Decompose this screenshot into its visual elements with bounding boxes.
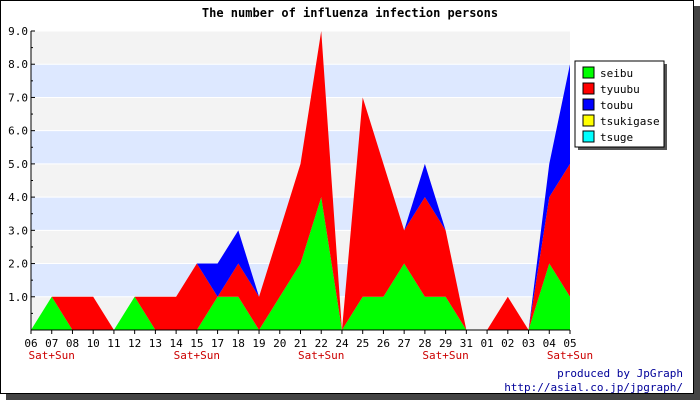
series-area-seibu (31, 197, 570, 330)
x-tick-label: 05 (563, 337, 576, 350)
y-tick-label: 2.0 (8, 258, 28, 271)
x-tick-label: 10 (87, 337, 100, 350)
x-tick-label: 03 (522, 337, 535, 350)
shadow-right (694, 6, 700, 400)
y-tick-label: 4.0 (8, 191, 28, 204)
chart-frame: The number of influenza infection person… (0, 0, 694, 394)
x-tick-label: 25 (356, 337, 369, 350)
x-tick-label: 26 (377, 337, 390, 350)
grid-band (31, 130, 570, 164)
legend-swatch (582, 130, 595, 143)
x-tick-label: 24 (335, 337, 349, 350)
x-tick-label: 11 (107, 337, 120, 350)
x-tick-label: 29 (439, 337, 452, 350)
weekend-label: Sat+Sun (298, 349, 344, 362)
y-tick-label: 7.0 (8, 91, 28, 104)
x-tick-label: 17 (211, 337, 224, 350)
x-tick-label: 21 (294, 337, 307, 350)
weekend-label: Sat+Sun (29, 349, 75, 362)
x-tick-label: 18 (232, 337, 245, 350)
x-tick-label: 15 (190, 337, 203, 350)
legend-label: tyuubu (600, 83, 640, 96)
weekend-label: Sat+Sun (422, 349, 468, 362)
y-tick-label: 9.0 (8, 25, 28, 38)
grid-band (31, 64, 570, 98)
weekend-label: Sat+Sun (174, 349, 220, 362)
grid-band (31, 97, 570, 131)
x-tick-labels: 06 07 08 10 11 12 13 14 15 17 18 19 20 21 22 24 25 26 27 28… (24, 337, 593, 362)
y-tick-label: 6.0 (8, 125, 28, 138)
x-tick-label: 08 (66, 337, 79, 350)
legend-swatch (582, 114, 595, 127)
x-tick-label: 28 (418, 337, 431, 350)
area-series (31, 31, 570, 330)
x-tick-label: 22 (315, 337, 328, 350)
credit-text: produced by JpGraph http://asial.co.jp/j… (504, 367, 683, 395)
x-tick-label: 27 (398, 337, 411, 350)
x-tick-label: 04 (543, 337, 557, 350)
x-tick-label: 06 (24, 337, 37, 350)
legend-label: tsuge (600, 131, 633, 144)
credit-line-2: http://asial.co.jp/jpgraph/ (504, 381, 683, 394)
chart: The number of influenza infection person… (8, 6, 667, 362)
shadow-bottom (6, 394, 700, 400)
x-tick-label: 01 (480, 337, 493, 350)
legend-label: tsukigase (600, 115, 660, 128)
chart-title: The number of influenza infection person… (202, 6, 498, 20)
legend-swatch (582, 98, 595, 111)
y-tick-label: 3.0 (8, 224, 28, 237)
x-tick-label: 07 (45, 337, 58, 350)
y-tick-label: 8.0 (8, 58, 28, 71)
x-tick-label: 14 (169, 337, 183, 350)
y-tick-labels: 1.0 2.0 3.0 4.0 5.0 6.0 7.0 8.0 9.0 (8, 25, 28, 304)
grid-band (31, 31, 570, 65)
legend: seibu tyuubu toubu tsukigase tsuge (574, 60, 667, 150)
weekend-label: Sat+Sun (547, 349, 593, 362)
series-area-tyuubu (31, 31, 570, 330)
x-tick-label: 31 (460, 337, 473, 350)
x-tick-label: 20 (273, 337, 286, 350)
legend-label: seibu (600, 67, 633, 80)
y-tick-label: 5.0 (8, 158, 28, 171)
y-tick-label: 1.0 (8, 291, 28, 304)
x-tick-label: 19 (252, 337, 265, 350)
x-tick-label: 12 (128, 337, 141, 350)
credit-line-1: produced by JpGraph (557, 367, 683, 380)
legend-label: toubu (600, 99, 633, 112)
x-tick-label: 02 (501, 337, 514, 350)
x-tick-label: 13 (149, 337, 162, 350)
axes (30, 30, 571, 334)
legend-swatch (582, 66, 595, 79)
legend-swatch (582, 82, 595, 95)
